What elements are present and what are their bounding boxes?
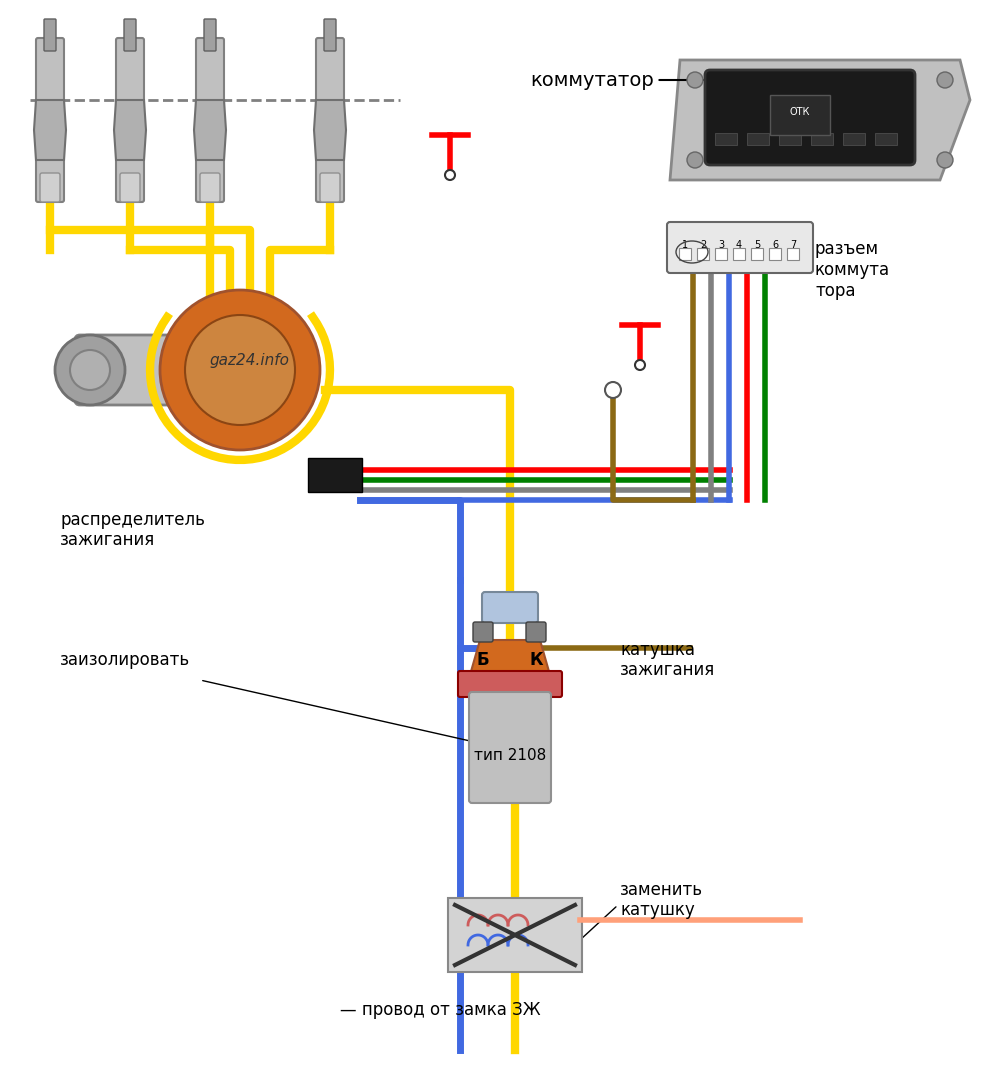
Circle shape xyxy=(605,382,621,398)
FancyBboxPatch shape xyxy=(204,19,216,51)
FancyBboxPatch shape xyxy=(196,37,224,202)
FancyBboxPatch shape xyxy=(448,897,582,972)
Bar xyxy=(751,248,763,260)
FancyBboxPatch shape xyxy=(116,37,144,202)
FancyBboxPatch shape xyxy=(324,19,336,51)
Circle shape xyxy=(70,350,110,390)
FancyBboxPatch shape xyxy=(200,174,220,202)
Circle shape xyxy=(185,315,295,425)
Bar xyxy=(679,248,691,260)
Bar xyxy=(769,248,781,260)
Text: 3: 3 xyxy=(718,240,724,250)
Text: 4: 4 xyxy=(736,240,742,250)
Text: распределитель
зажигания: распределитель зажигания xyxy=(60,511,205,549)
Bar xyxy=(779,133,801,145)
Bar xyxy=(875,133,897,145)
Text: К: К xyxy=(529,651,543,669)
Circle shape xyxy=(55,335,125,405)
Text: заменить
катушку: заменить катушку xyxy=(620,880,703,919)
Polygon shape xyxy=(470,640,550,675)
Circle shape xyxy=(937,72,953,88)
Bar xyxy=(715,133,737,145)
Circle shape xyxy=(160,290,320,450)
Bar xyxy=(733,248,745,260)
Text: разъем
коммута
тора: разъем коммута тора xyxy=(815,240,890,300)
FancyBboxPatch shape xyxy=(75,335,235,405)
FancyBboxPatch shape xyxy=(36,37,64,202)
Text: ОТК: ОТК xyxy=(790,107,810,117)
FancyBboxPatch shape xyxy=(482,592,538,623)
Text: катушка
зажигания: катушка зажигания xyxy=(620,640,715,679)
Circle shape xyxy=(687,152,703,168)
Circle shape xyxy=(445,170,455,180)
FancyBboxPatch shape xyxy=(469,692,551,803)
Text: Б: Б xyxy=(477,651,489,669)
Text: тип 2108: тип 2108 xyxy=(474,748,546,763)
Circle shape xyxy=(635,360,645,369)
Polygon shape xyxy=(314,100,346,160)
Text: 1: 1 xyxy=(682,240,688,250)
Circle shape xyxy=(687,72,703,88)
FancyBboxPatch shape xyxy=(526,622,546,642)
FancyBboxPatch shape xyxy=(705,70,915,165)
Text: заизолировать: заизолировать xyxy=(60,651,190,669)
Polygon shape xyxy=(34,100,66,160)
Circle shape xyxy=(937,152,953,168)
FancyBboxPatch shape xyxy=(44,19,56,51)
Bar xyxy=(843,133,865,145)
FancyBboxPatch shape xyxy=(458,672,562,697)
Bar xyxy=(475,695,547,795)
Text: 6: 6 xyxy=(772,240,778,250)
FancyBboxPatch shape xyxy=(308,458,362,492)
FancyBboxPatch shape xyxy=(316,37,344,202)
FancyBboxPatch shape xyxy=(124,19,136,51)
FancyBboxPatch shape xyxy=(320,174,340,202)
FancyBboxPatch shape xyxy=(120,174,140,202)
Bar xyxy=(747,133,769,145)
Bar xyxy=(770,95,830,135)
Bar xyxy=(811,133,833,145)
Text: коммутатор: коммутатор xyxy=(530,71,707,90)
FancyBboxPatch shape xyxy=(667,222,813,273)
Text: 2: 2 xyxy=(700,240,706,250)
Polygon shape xyxy=(114,100,146,160)
Bar xyxy=(715,248,727,260)
Polygon shape xyxy=(194,100,226,160)
Text: gaz24.info: gaz24.info xyxy=(210,352,290,367)
FancyBboxPatch shape xyxy=(473,622,493,642)
Text: 7: 7 xyxy=(790,240,796,250)
FancyBboxPatch shape xyxy=(40,174,60,202)
Bar xyxy=(697,248,709,260)
Text: 5: 5 xyxy=(754,240,760,250)
Polygon shape xyxy=(670,60,970,180)
Text: — провод от замка ЗЖ: — провод от замка ЗЖ xyxy=(340,1001,541,1019)
Bar xyxy=(787,248,799,260)
